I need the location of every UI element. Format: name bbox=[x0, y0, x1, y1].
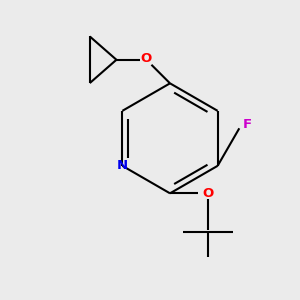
Text: F: F bbox=[243, 118, 252, 131]
Text: O: O bbox=[141, 52, 152, 64]
Text: O: O bbox=[202, 187, 213, 200]
Text: N: N bbox=[117, 159, 128, 172]
